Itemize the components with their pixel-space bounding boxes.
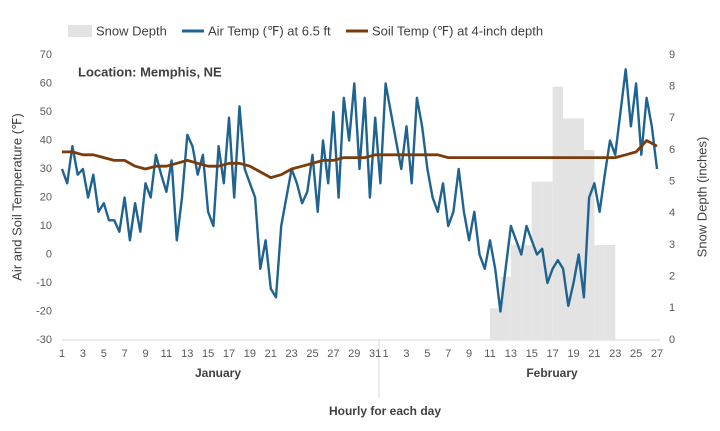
y-tick-label: -30 [36,334,52,346]
y-tick-label: 30 [40,163,52,175]
y2-tick-label: 9 [669,49,675,61]
x-tick-label: 19 [244,348,256,360]
x-tick-label: 9 [142,348,148,360]
snow-bar [521,245,532,340]
x-tick-label: 25 [306,348,318,360]
snow-bar [573,118,584,340]
x-tick-label: 15 [202,348,214,360]
x-tick-label: 21 [265,348,277,360]
x-axis-title: Hourly for each day [329,404,441,418]
y-tick-label: -20 [36,305,52,317]
x-tick-label: 27 [327,348,339,360]
snow-bar [594,245,605,340]
legend-label: Soil Temp (℉) at 4-inch depth [372,23,543,38]
x-tick-label: 7 [445,348,451,360]
x-tick-label: 1 [383,348,389,360]
y-tick-label: 70 [40,49,52,61]
x-tick-label: 23 [609,348,621,360]
x-tick-label: 17 [546,348,558,360]
y-tick-label: 0 [46,248,52,260]
x-tick-label: 11 [484,348,495,360]
y2-tick-label: 6 [669,144,675,156]
month-label: January [195,366,241,380]
x-tick-label: 23 [286,348,298,360]
legend-label: Air Temp (℉) at 6.5 ft [208,23,331,38]
x-tick-label: 27 [651,348,663,360]
y2-tick-label: 8 [669,81,675,93]
y2-tick-label: 7 [669,112,675,124]
y2-tick-label: 2 [669,271,675,283]
x-tick-label: 19 [567,348,579,360]
x-tick-label: 13 [181,348,193,360]
y2-axis-title: Snow Depth (inches) [694,137,709,258]
x-tick-label: 7 [122,348,128,360]
x-tick-label: 11 [161,348,172,360]
snow-bar [489,308,501,340]
month-label: February [526,366,578,380]
snow-bar [500,276,511,340]
snow-bar [604,245,616,340]
snow-bar [531,181,543,340]
legend-label: Snow Depth [96,23,167,38]
x-tick-label: 9 [466,348,472,360]
x-tick-label: 21 [588,348,600,360]
line [62,139,658,179]
x-tick-label: 5 [101,348,107,360]
y2-tick-label: 4 [669,207,675,219]
y2-tick-label: 1 [669,302,675,314]
y-tick-label: 40 [40,134,52,146]
x-tick-label: 25 [630,348,642,360]
annotation: Location: Memphis, NE [78,64,222,79]
y-tick-label: 20 [40,191,52,203]
y2-tick-label: 5 [669,176,675,188]
x-tick-label: 13 [505,348,517,360]
x-tick-label: 3 [403,348,409,360]
snow-bar [510,245,522,340]
x-tick-label: 31 [369,348,381,360]
snow-bar [552,86,564,341]
x-tick-label: 29 [348,348,360,360]
snow-bar [563,118,574,340]
y-tick-label: -10 [36,277,52,289]
x-tick-label: 5 [424,348,430,360]
x-tick-label: 17 [223,348,235,360]
y-axis-title: Air and Soil Temperature (℉) [9,113,24,280]
legend-swatch [68,25,92,37]
snow-bar [542,181,553,340]
x-tick-label: 15 [526,348,538,360]
line [60,68,659,313]
y-tick-label: 50 [40,106,52,118]
x-tick-label: 1 [59,348,65,360]
y-tick-label: 60 [40,77,52,89]
y2-tick-label: 3 [669,239,675,251]
y-tick-label: 10 [40,220,52,232]
snow-bar [583,150,595,340]
x-tick-label: 3 [80,348,86,360]
y2-tick-label: 0 [669,334,675,346]
